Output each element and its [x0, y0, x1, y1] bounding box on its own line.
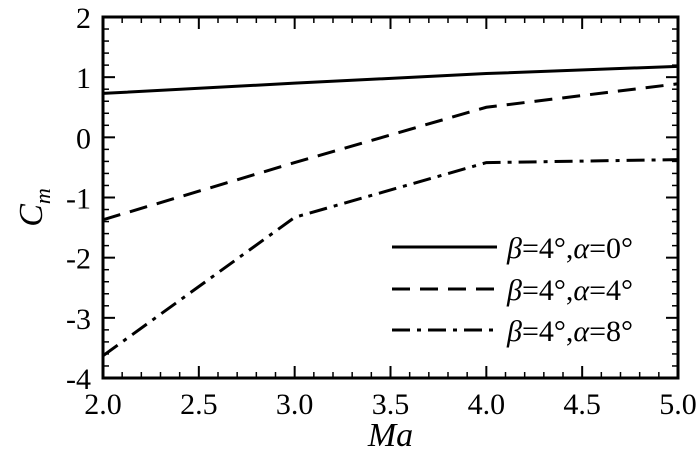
legend-label-3: β=4°,α=8°	[506, 315, 633, 348]
x-tick-label: 4.5	[563, 388, 601, 421]
y-axis-label: Cm	[13, 188, 55, 227]
y-tick-label: -2	[66, 243, 91, 276]
x-tick-label: 4.0	[468, 388, 506, 421]
x-tick-label: 5.0	[659, 388, 697, 421]
y-axis-label-base: C	[13, 204, 50, 227]
series-line-2	[102, 82, 679, 222]
y-tick-label: 0	[76, 122, 91, 155]
y-tick-label: 1	[76, 62, 91, 95]
x-axis-label: Ma	[367, 417, 413, 453]
y-tick-label: 2	[76, 2, 91, 35]
x-tick-label: 3.0	[276, 388, 314, 421]
series-line-3	[102, 158, 679, 357]
y-tick-label: -3	[66, 303, 91, 336]
series-line-1	[102, 64, 679, 95]
tick-labels: 2.0 2.5 3.0 3.5 4.0 4.5 5.0 -4 -3 -2 -1 0 1 2	[66, 2, 697, 421]
y-axis-label-subscript: m	[30, 188, 55, 204]
legend-label-1: β=4°,α=0°	[506, 232, 633, 265]
series-lines	[102, 64, 679, 357]
x-tick-label: 2.5	[180, 388, 218, 421]
legend: β=4°,α=0° β=4°,α=4° β=4°,α=8°	[392, 232, 633, 348]
y-tick-label: -4	[66, 363, 91, 396]
plot-frame	[101, 15, 680, 380]
x-tick-label: 2.0	[84, 388, 122, 421]
legend-label-2: β=4°,α=4°	[506, 274, 633, 307]
x-tick-label: 3.5	[372, 388, 410, 421]
y-tick-label: -1	[66, 183, 91, 216]
